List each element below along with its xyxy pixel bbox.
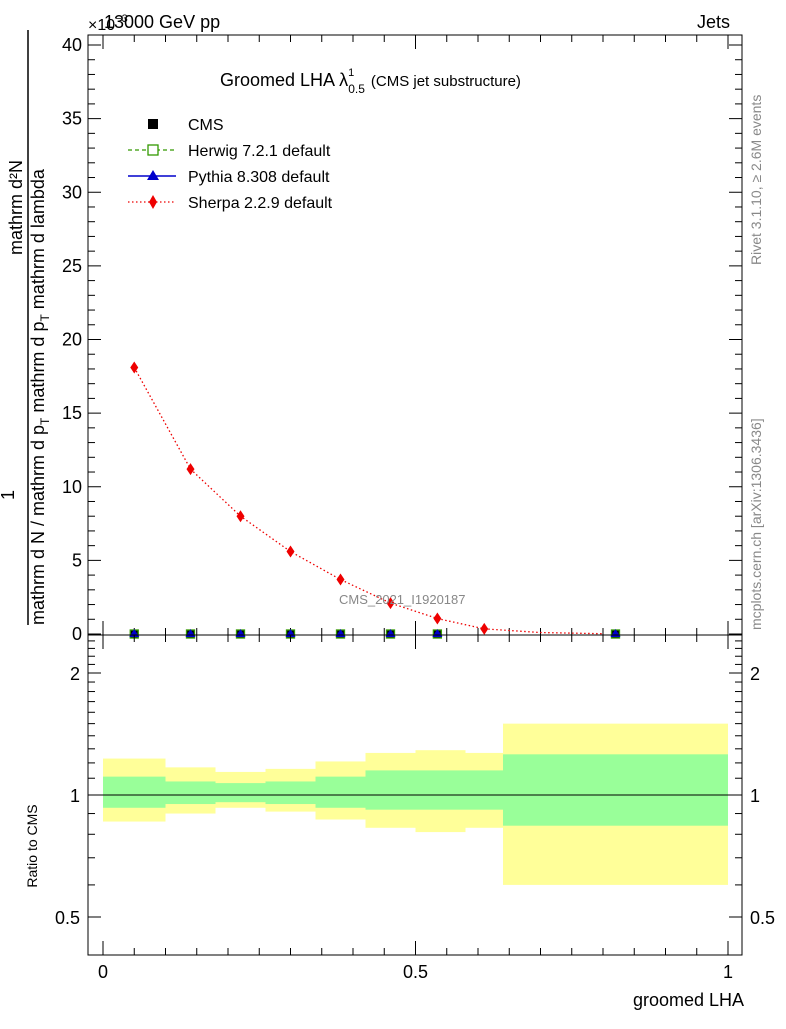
ratio-ytick-label: 2 bbox=[70, 664, 80, 684]
legend-label: CMS bbox=[188, 117, 224, 134]
ylabel-denominator: mathrm d N / mathrm d pT mathrm d pT mat… bbox=[28, 168, 52, 625]
legend-marker bbox=[149, 195, 157, 209]
watermark: CMS_2021_I1920187 bbox=[339, 592, 466, 607]
x-tick-label: 1 bbox=[723, 962, 733, 982]
legend-label: Herwig 7.2.1 default bbox=[188, 143, 331, 160]
legend-marker bbox=[147, 170, 159, 180]
ratio-ylabel: Ratio to CMS bbox=[24, 804, 40, 887]
legend: CMS Herwig 7.2.1 default Pythia 8.308 defa… bbox=[128, 117, 333, 212]
ratio-band-inner bbox=[165, 781, 216, 805]
exponent-label: ×10−3 bbox=[88, 13, 128, 34]
ratio-band-inner bbox=[315, 776, 366, 808]
ratio-axes: 0.5 0.5 1 1 2 2 0 0.5 1 bbox=[55, 635, 775, 982]
main-ytick-label: 0 bbox=[72, 624, 82, 644]
legend-marker bbox=[147, 144, 159, 156]
plot-title: Groomed LHA λ1 0.5 (CMS jet substructure) bbox=[220, 67, 521, 96]
ratio-ytick-label-right: 0.5 bbox=[750, 908, 775, 928]
sherpa-line bbox=[133, 367, 604, 635]
main-ytick-label: 25 bbox=[62, 256, 82, 276]
legend-marker bbox=[148, 119, 158, 129]
mcplots-label: mcplots.cern.ch [arXiv:1306.3436] bbox=[748, 418, 764, 630]
x-tick-label: 0 bbox=[98, 962, 108, 982]
sherpa-point bbox=[186, 463, 195, 476]
ratio-ytick-label-right: 1 bbox=[750, 786, 760, 806]
ratio-band-inner bbox=[415, 770, 466, 810]
main-ytick-label: 35 bbox=[62, 109, 82, 129]
legend-entry: Herwig 7.2.1 default bbox=[128, 143, 331, 160]
main-ytick-label: 5 bbox=[72, 550, 82, 570]
main-ytick-label: 10 bbox=[62, 477, 82, 497]
ratio-band-inner bbox=[265, 781, 316, 805]
main-ytick-label: 40 bbox=[62, 35, 82, 55]
main-axes: 0 5 10 15 20 25 30 35 40 bbox=[62, 35, 742, 644]
ratio-band-inner bbox=[103, 776, 166, 808]
main-ytick-label: 30 bbox=[62, 182, 82, 202]
main-ytick-label: 15 bbox=[62, 403, 82, 423]
header-left: 13000 GeV pp bbox=[104, 12, 220, 32]
rivet-label: Rivet 3.1.10, ≥ 2.6M events bbox=[748, 95, 764, 265]
x-tick-label: 0.5 bbox=[403, 962, 428, 982]
legend-entry: Sherpa 2.2.9 default bbox=[128, 195, 333, 212]
legend-entry: CMS bbox=[148, 117, 224, 134]
ratio-band-inner bbox=[365, 770, 416, 810]
ratio-band-inner bbox=[465, 770, 503, 810]
sherpa-point bbox=[130, 361, 139, 374]
ratio-ytick-label: 1 bbox=[70, 786, 80, 806]
sherpa-point bbox=[286, 545, 295, 558]
legend-label: Sherpa 2.2.9 default bbox=[188, 195, 333, 212]
ratio-ytick-label-right: 2 bbox=[750, 664, 760, 684]
sherpa-point bbox=[236, 510, 245, 523]
legend-entry: Pythia 8.308 default bbox=[128, 169, 330, 186]
sherpa-point bbox=[386, 597, 395, 610]
ratio-band-inner bbox=[503, 754, 728, 826]
main-ytick-label: 20 bbox=[62, 330, 82, 350]
sherpa-point bbox=[433, 612, 442, 625]
header-right: Jets bbox=[697, 12, 730, 32]
ratio-band-inner bbox=[215, 783, 266, 803]
sherpa-point bbox=[336, 573, 345, 586]
main-ylabel: 1 mathrm d N / mathrm d pT mathrm d pT m… bbox=[0, 30, 52, 625]
sherpa-point bbox=[480, 622, 489, 635]
main-frame bbox=[87, 34, 743, 636]
ylabel-deriv-numerator: mathrm d²N bbox=[6, 160, 26, 255]
ylabel-numerator: 1 bbox=[0, 490, 18, 500]
ratio-ytick-label: 0.5 bbox=[55, 908, 80, 928]
x-axis-label: groomed LHA bbox=[633, 990, 744, 1010]
legend-label: Pythia 8.308 default bbox=[188, 169, 330, 186]
ratio-bands bbox=[88, 723, 742, 885]
